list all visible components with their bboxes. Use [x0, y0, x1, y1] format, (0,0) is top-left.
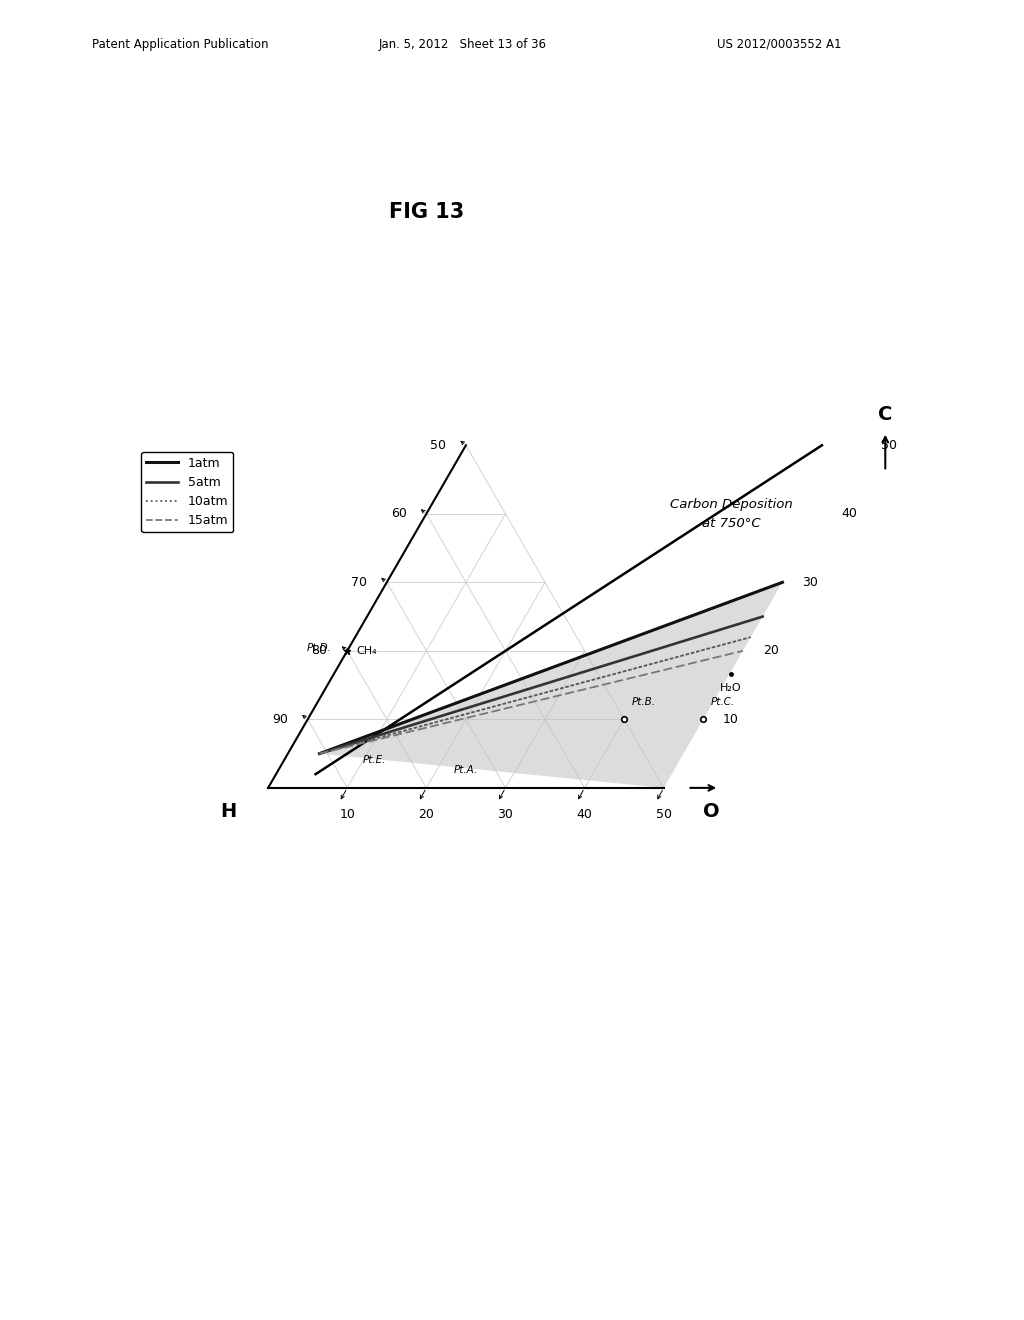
Text: Patent Application Publication: Patent Application Publication — [92, 37, 268, 50]
Text: 50: 50 — [430, 438, 446, 451]
Text: C: C — [879, 405, 893, 424]
Polygon shape — [664, 582, 782, 788]
1atm — [313, 746, 326, 762]
10atm — [313, 746, 326, 762]
Text: FIG 13: FIG 13 — [389, 202, 464, 222]
Text: 10: 10 — [723, 713, 739, 726]
Text: 30: 30 — [498, 808, 513, 821]
15atm — [313, 746, 326, 762]
Text: 40: 40 — [842, 507, 858, 520]
Legend: 1atm, 5atm, 10atm, 15atm: 1atm, 5atm, 10atm, 15atm — [141, 451, 233, 532]
Line: 5atm: 5atm — [319, 616, 763, 754]
10atm — [744, 630, 757, 645]
1atm — [776, 574, 788, 590]
15atm — [736, 643, 749, 659]
Text: Jan. 5, 2012   Sheet 13 of 36: Jan. 5, 2012 Sheet 13 of 36 — [379, 37, 547, 50]
Polygon shape — [319, 582, 782, 788]
Line: 1atm: 1atm — [319, 582, 782, 754]
Text: 90: 90 — [272, 713, 288, 726]
Text: US 2012/0003552 A1: US 2012/0003552 A1 — [717, 37, 842, 50]
Text: O: O — [702, 803, 720, 821]
Text: Pt.A.: Pt.A. — [454, 766, 478, 775]
Text: H₂O: H₂O — [720, 684, 741, 693]
Text: Pt.C.: Pt.C. — [712, 697, 735, 708]
Text: Pt.D.: Pt.D. — [306, 643, 332, 652]
Text: Carbon Deposition: Carbon Deposition — [670, 498, 793, 511]
Text: 50: 50 — [655, 808, 672, 821]
Text: CH₄: CH₄ — [356, 645, 378, 656]
Text: Pt.B.: Pt.B. — [632, 697, 656, 708]
Text: Pt.E.: Pt.E. — [364, 755, 386, 764]
Text: 30: 30 — [802, 576, 818, 589]
Text: 80: 80 — [311, 644, 328, 657]
5atm — [757, 609, 769, 624]
Text: 70: 70 — [351, 576, 367, 589]
Text: 20: 20 — [419, 808, 434, 821]
5atm — [313, 746, 326, 762]
Text: 60: 60 — [391, 507, 407, 520]
Text: 40: 40 — [577, 808, 593, 821]
Text: 50: 50 — [882, 438, 897, 451]
Text: H: H — [220, 803, 237, 821]
Line: 10atm: 10atm — [319, 638, 751, 754]
Text: at 750°C: at 750°C — [701, 517, 760, 531]
Text: 20: 20 — [763, 644, 778, 657]
Text: 10: 10 — [339, 808, 355, 821]
Line: 15atm: 15atm — [319, 651, 742, 754]
